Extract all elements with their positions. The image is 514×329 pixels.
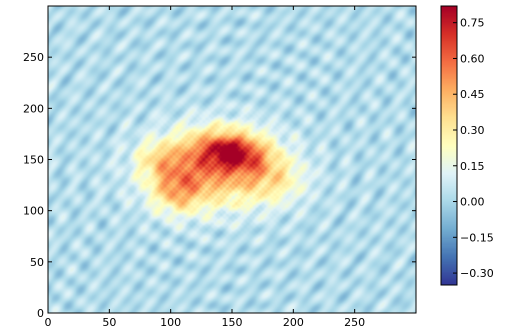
y-tick-label: 0 <box>37 307 44 320</box>
colorbar-tick-label: 0.15 <box>460 160 485 173</box>
colorbar-tick-label: 0.75 <box>460 17 485 30</box>
y-tick-label: 50 <box>30 256 44 269</box>
colorbar-tick-label: −0.15 <box>460 231 494 244</box>
x-tick-label: 50 <box>102 316 116 329</box>
x-tick-label: 0 <box>45 316 52 329</box>
colorbar-tick-label: 0.60 <box>460 52 485 65</box>
x-tick-label: 200 <box>283 316 304 329</box>
colorbar-tick-label: 0.00 <box>460 196 485 209</box>
x-axis-ticks: 0 50 100 150 200 250 <box>45 6 365 329</box>
colorbar-gradient <box>441 6 457 285</box>
y-tick-label: 250 <box>23 51 44 64</box>
x-tick-label: 250 <box>344 316 365 329</box>
colorbar-tick-label: 0.45 <box>460 88 485 101</box>
y-tick-label: 100 <box>23 205 44 218</box>
heatmap-image <box>48 6 416 313</box>
colorbar-tick-label: −0.30 <box>460 267 494 280</box>
x-tick-label: 100 <box>160 316 181 329</box>
y-tick-label: 150 <box>23 154 44 167</box>
colorbar-ticks: −0.30 −0.15 0.00 0.15 0.30 0.45 0.60 0.75 <box>453 17 494 280</box>
y-axis-ticks: 0 50 100 150 200 250 <box>23 51 416 320</box>
plot-area: 0 50 100 150 200 250 0 50 100 150 200 250 <box>23 5 417 329</box>
x-tick-label: 150 <box>222 316 243 329</box>
colorbar-frame <box>440 5 458 286</box>
colorbar-tick-label: 0.30 <box>460 124 485 137</box>
y-tick-label: 200 <box>23 102 44 115</box>
colorbar: −0.30 −0.15 0.00 0.15 0.30 0.45 0.60 0.75 <box>440 5 494 286</box>
